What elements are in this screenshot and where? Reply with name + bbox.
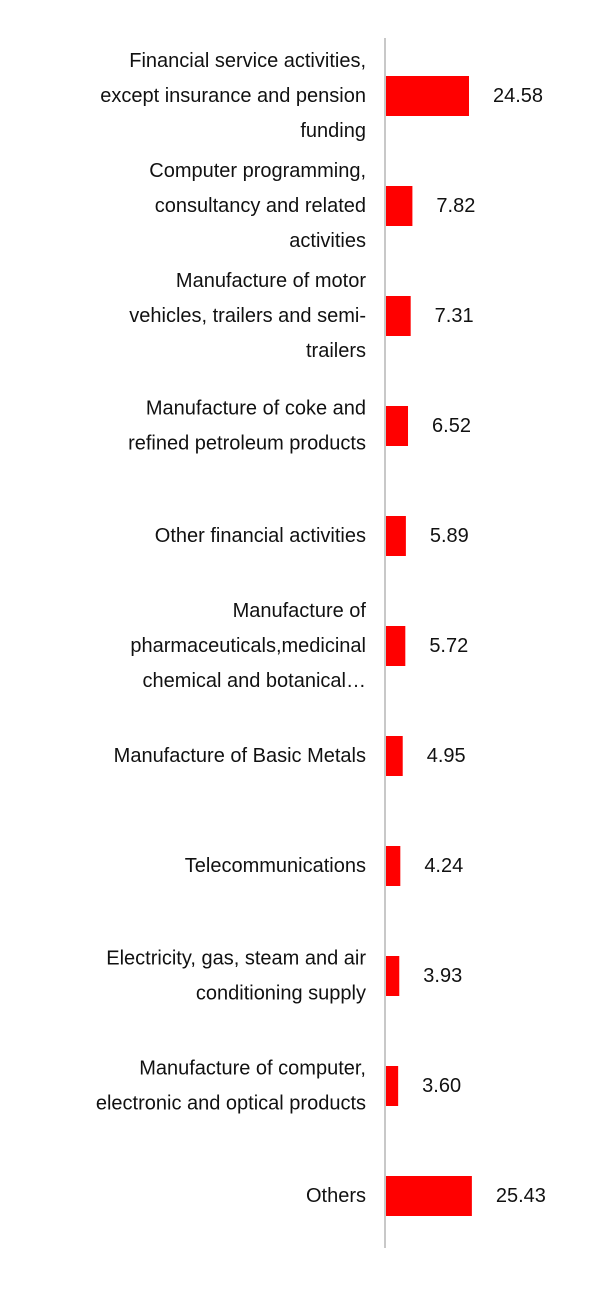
bar-group bbox=[386, 76, 472, 1216]
category-label-line: Manufacture of motor bbox=[176, 270, 366, 292]
value-label: 24.58 bbox=[493, 85, 543, 107]
bar bbox=[386, 956, 400, 996]
bar bbox=[386, 736, 403, 776]
bar bbox=[386, 296, 411, 336]
category-label-line: funding bbox=[300, 120, 366, 142]
category-label: Telecommunications bbox=[185, 855, 366, 877]
value-label: 25.43 bbox=[496, 1185, 546, 1207]
category-label-line: Financial service activities, bbox=[129, 50, 366, 72]
category-label: Manufacture of coke and refined petroleum… bbox=[128, 398, 366, 455]
value-label: 3.93 bbox=[423, 965, 462, 987]
category-label-line: consultancy and related bbox=[155, 195, 366, 217]
value-label: 7.31 bbox=[435, 305, 474, 327]
value-label-group: 24.58 7.82 7.31 6.52 5.89 5.72 4.95 4.24 3.93 3.6… bbox=[422, 85, 546, 1207]
category-label-line: Manufacture of Basic Metals bbox=[114, 745, 366, 767]
bar bbox=[386, 1176, 472, 1216]
category-label-line: Others bbox=[306, 1185, 366, 1207]
category-label-line: Electricity, gas, steam and air bbox=[106, 948, 366, 970]
category-label-line: Telecommunications bbox=[185, 855, 366, 877]
value-label: 4.24 bbox=[424, 855, 463, 877]
bar bbox=[386, 1066, 399, 1106]
category-label-line: Manufacture of coke and bbox=[146, 398, 366, 420]
category-label-line: Other financial activities bbox=[155, 525, 366, 547]
value-label: 5.72 bbox=[429, 635, 468, 657]
category-label: Manufacture of computer, electronic and o… bbox=[96, 1058, 366, 1115]
category-label: Manufacture of pharmaceuticals,medicinal c… bbox=[130, 600, 366, 692]
category-label: Electricity, gas, steam and air condition… bbox=[106, 948, 366, 1005]
category-label-line: Computer programming, bbox=[149, 160, 366, 182]
category-label: Manufacture of Basic Metals bbox=[114, 745, 366, 767]
bar bbox=[386, 76, 469, 116]
value-label: 4.95 bbox=[427, 745, 466, 767]
category-label-line: vehicles, trailers and semi- bbox=[129, 305, 366, 327]
category-label-line: pharmaceuticals,medicinal bbox=[130, 635, 366, 657]
category-label-group: Financial service activities, except insu… bbox=[96, 50, 367, 1207]
category-label: Other financial activities bbox=[155, 525, 366, 547]
category-label: Computer programming, consultancy and rel… bbox=[149, 160, 366, 252]
value-label: 7.82 bbox=[436, 195, 475, 217]
value-label: 3.60 bbox=[422, 1075, 461, 1097]
bar bbox=[386, 516, 406, 556]
bar bbox=[386, 846, 401, 886]
category-label-line: Manufacture of computer, bbox=[139, 1058, 366, 1080]
category-label: Manufacture of motor vehicles, trailers a… bbox=[129, 270, 366, 362]
category-label-line: trailers bbox=[306, 340, 366, 362]
category-label-line: Manufacture of bbox=[233, 600, 367, 622]
category-label-line: chemical and botanical… bbox=[143, 670, 366, 692]
category-label-line: conditioning supply bbox=[196, 983, 366, 1005]
category-label-line: activities bbox=[289, 230, 366, 252]
category-label-line: refined petroleum products bbox=[128, 433, 366, 455]
category-label-line: electronic and optical products bbox=[96, 1093, 366, 1115]
bar bbox=[386, 406, 409, 446]
category-label-line: except insurance and pension bbox=[100, 85, 366, 107]
category-label: Others bbox=[306, 1185, 366, 1207]
bar bbox=[386, 626, 406, 666]
value-label: 5.89 bbox=[430, 525, 469, 547]
value-label: 6.52 bbox=[432, 415, 471, 437]
category-label: Financial service activities, except insu… bbox=[100, 50, 366, 142]
bar bbox=[386, 186, 413, 226]
